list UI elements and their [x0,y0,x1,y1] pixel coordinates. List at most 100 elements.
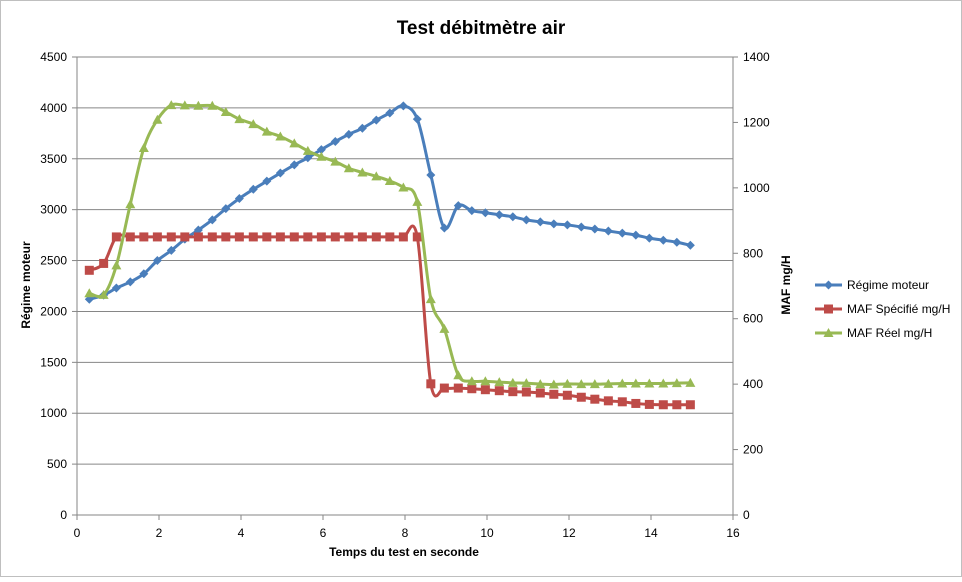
data-point [207,100,218,110]
data-point [548,379,559,389]
y-left-tick-label: 4500 [40,50,67,64]
data-point [385,108,395,118]
data-point [576,379,587,389]
data-point [303,232,313,242]
y-left-tick-label: 3000 [40,203,67,217]
data-point [234,114,245,124]
data-point [535,217,545,227]
data-point [330,136,340,146]
series-3 [84,100,696,389]
y-right-tick-label: 600 [743,312,763,326]
y-right-tick-label: 400 [743,377,763,391]
data-point [439,323,450,333]
data-point [494,386,504,396]
data-point [412,232,422,242]
data-point [344,232,354,242]
y-right-tick-label: 1000 [743,181,770,195]
data-point [508,387,518,397]
data-point [644,233,654,243]
data-point [658,400,668,410]
data-point [658,378,669,388]
data-point [138,142,149,152]
data-point [658,235,668,245]
x-tick-label: 4 [238,526,245,540]
data-point [234,193,244,203]
data-point [385,232,395,242]
data-point [289,138,300,148]
data-point [289,232,299,242]
data-point [357,167,368,177]
legend-marker [824,280,833,290]
data-point [617,228,627,238]
data-point [453,370,464,380]
data-point [603,396,613,406]
data-point [316,151,327,161]
data-point [480,385,490,395]
data-point [549,389,559,399]
data-point [426,379,436,389]
y-right-tick-label: 1400 [743,50,770,64]
data-point [262,232,272,242]
data-point [508,212,518,222]
data-point [289,160,299,170]
data-point [494,210,504,220]
data-point [412,114,422,124]
x-tick-label: 2 [156,526,163,540]
data-point [125,232,135,242]
data-point [521,387,531,397]
legend-label: MAF Spécifié mg/H [847,302,950,316]
legend: Régime moteur MAF Spécifié mg/H MAF Réel m… [815,278,950,340]
y-right-tick-label: 800 [743,246,763,260]
data-point [207,215,217,225]
data-point [139,232,149,242]
data-point [467,384,477,394]
chart-title: Test débitmètre air [397,18,566,39]
data-point [180,232,190,242]
legend-entry: MAF Spécifié mg/H [815,302,950,316]
data-point [630,378,641,388]
axes: 0500100015002000250030003500400045000200… [40,50,770,540]
data-point [644,399,654,409]
data-point [412,196,423,206]
data-point [193,225,203,235]
data-point [193,232,203,242]
data-point [344,129,354,139]
data-point [357,123,367,133]
data-point [111,260,122,270]
y-left-tick-label: 4000 [40,101,67,115]
x-axis-label: Temps du test en seconde [329,545,479,559]
data-point [589,379,600,389]
x-tick-label: 10 [480,526,494,540]
data-point [371,115,381,125]
data-point [152,232,162,242]
data-point [398,101,408,111]
y-axis-left-label: Régime moteur [19,241,33,329]
data-point [562,390,572,400]
data-point [562,220,572,230]
data-point [480,376,491,386]
data-point [439,223,449,233]
data-point [507,377,518,387]
data-point [603,378,614,388]
data-point [261,126,272,136]
data-point [590,224,600,234]
data-point [467,206,477,216]
data-point [562,378,573,388]
data-point [357,232,367,242]
data-point [384,175,395,185]
series-layer [84,100,696,410]
data-point [685,240,695,250]
series-2 [84,224,695,410]
data-point [371,232,381,242]
data-point [330,156,341,166]
data-point [111,232,121,242]
y-right-tick-label: 200 [743,443,763,457]
legend-marker [823,328,834,337]
data-point [166,100,177,110]
data-point [275,168,285,178]
data-point [275,232,285,242]
y-right-tick-label: 1200 [743,115,770,129]
